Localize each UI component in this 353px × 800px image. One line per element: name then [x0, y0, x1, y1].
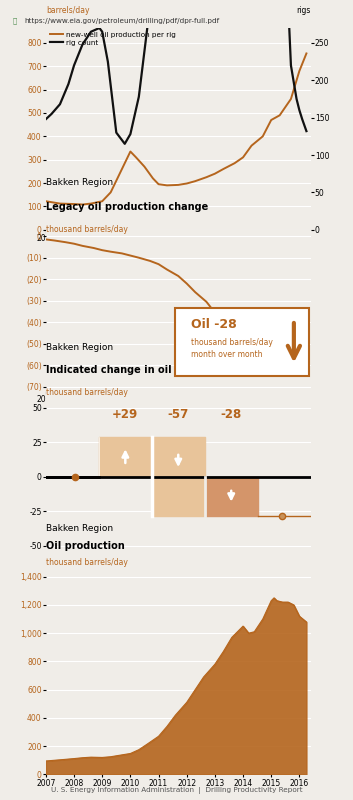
Legend: new-well oil production per rig, rig count: new-well oil production per rig, rig cou…	[49, 32, 176, 46]
Text: -57: -57	[168, 408, 189, 421]
Text: Oil -28: Oil -28	[191, 318, 237, 331]
Text: rigs: rigs	[296, 6, 311, 15]
Text: Bakken Region: Bakken Region	[46, 343, 113, 352]
Text: Net
change: Net change	[218, 571, 245, 584]
Text: thousand barrels/day: thousand barrels/day	[46, 558, 128, 567]
Text: +29: +29	[112, 408, 138, 421]
Text: thousand barrels/day: thousand barrels/day	[46, 225, 128, 234]
Text: Bakken Region: Bakken Region	[46, 178, 113, 187]
Text: Oil production: Oil production	[46, 542, 125, 551]
Text: Bakken Region: Bakken Region	[46, 525, 113, 534]
Text: Production
from
new wells: Production from new wells	[106, 571, 145, 591]
Text: thousand barrels/day: thousand barrels/day	[46, 388, 128, 397]
Text: Legacy oil production change: Legacy oil production change	[46, 202, 208, 212]
Text: https://www.eia.gov/petroleum/drilling/pdf/dpr-full.pdf: https://www.eia.gov/petroleum/drilling/p…	[25, 18, 220, 23]
Text: thousand barrels/day: thousand barrels/day	[191, 338, 273, 346]
Text: -28: -28	[221, 408, 242, 421]
Text: Apr
1,079
Mbbl/d: Apr 1,079 Mbbl/d	[269, 571, 294, 591]
Text: U. S. Energy Information Administration  |  Drilling Productivity Report: U. S. Energy Information Administration …	[51, 786, 302, 794]
Text: month over month: month over month	[191, 350, 262, 359]
Text: Mar
1,107
Mbbl/d: Mar 1,107 Mbbl/d	[63, 571, 87, 591]
Text: 🔒: 🔒	[12, 18, 17, 24]
Text: Indicated change in oil production (Apr vs. Mar): Indicated change in oil production (Apr …	[46, 366, 311, 375]
Text: barrels/day: barrels/day	[46, 6, 89, 15]
Text: Legacy
production
change: Legacy production change	[159, 571, 198, 591]
